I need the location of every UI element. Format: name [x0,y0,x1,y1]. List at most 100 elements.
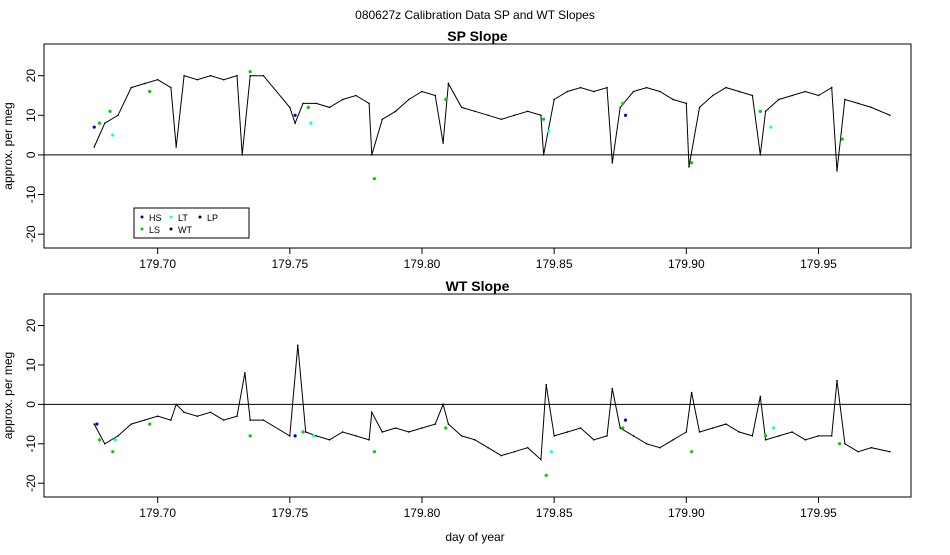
wt-point-wt [262,419,265,421]
legend-marker-hs [140,215,144,219]
wt-point-wt [442,403,444,406]
sp-point-wt [460,106,463,109]
sp-point-wt [542,154,545,156]
sp-point-wt [241,154,244,156]
sp-point-wt [196,78,199,81]
sp-point-wt [791,94,793,97]
sp-y-axis-label: approx. per meg [1,102,15,189]
sp-point-wt [688,165,690,168]
wt-point-ls [690,450,694,454]
wt-point-wt [222,419,225,421]
sp-point-wt [804,90,807,93]
sp-point-ls [758,109,762,113]
wt-point-wt [296,344,299,347]
sp-point-wt [725,86,727,89]
wt-point-wt [407,431,410,433]
wt-panel-title: WT Slope [446,278,510,294]
wt-point-wt [751,435,754,437]
wt-point-ls [764,434,768,438]
sp-point-hs [92,125,96,129]
wt-y-tick-label: -10 [24,435,38,453]
wt-x-tick-label: 179.75 [271,506,308,520]
sp-point-wt [143,82,146,85]
sp-point-wt [836,169,838,172]
x-axis-label: day of year [445,530,504,544]
sp-point-wt [540,114,542,117]
sp-point-wt [474,110,476,113]
wt-point-wt [368,439,370,441]
wt-point-wt [421,427,423,429]
wt-point-wt [672,439,674,441]
sp-point-wt [407,98,410,101]
sp-point-wt [447,82,450,85]
sp-point-wt [381,118,384,121]
wt-point-wt [156,415,159,417]
wt-point-wt [474,439,476,441]
wt-point-wt [659,446,661,449]
sp-point-ls [108,109,112,113]
sp-point-wt [421,90,423,93]
sp-plot-frame [43,43,912,249]
sp-point-wt [659,90,661,93]
wt-point-wt [183,411,185,414]
sp-x-tick-label: 179.75 [271,257,308,271]
wt-point-wt [304,431,307,433]
sp-point-wt [289,106,291,109]
wt-point-wt [341,431,344,433]
wt-point-wt [170,419,172,421]
sp-point-wt [870,106,873,109]
wt-point-wt [540,458,542,461]
wt-point-wt [611,387,614,390]
sp-point-ls [372,177,377,181]
sp-point-wt [593,90,595,93]
wt-point-wt [460,435,463,437]
wt-x-tick-label: 179.90 [668,506,705,520]
sp-point-wt [209,74,212,77]
wt-series-wt-line [93,345,891,461]
sp-point-wt [302,102,304,105]
wt-point-wt [289,435,291,437]
wt-point-wt [830,435,833,437]
wt-y-tick-label: 20 [24,319,38,333]
wt-point-ls [148,422,152,426]
sp-point-wt [611,162,614,164]
legend-label-lp: LP [207,213,218,223]
wt-point-wt [130,423,133,425]
wt-point-wt [487,446,489,449]
wt-point-ls [97,438,102,442]
wt-point-wt [889,450,891,453]
wt-point-wt [579,427,582,429]
sp-point-wt [315,102,318,105]
wt-point-wt [93,423,96,425]
wt-point-wt [500,454,503,457]
sp-point-wt [249,74,251,77]
sp-point-wt [500,118,503,121]
legend-label-lt: LT [178,213,188,223]
wt-point-wt [698,431,701,433]
wt-point-wt [711,427,714,429]
sp-panel-title: SP Slope [447,28,508,44]
wt-y-tick-label: 0 [24,401,38,408]
sp-point-wt [606,86,608,89]
wt-point-lt [549,450,554,454]
sp-point-wt [222,78,225,81]
sp-x-tick-label: 179.70 [139,257,176,271]
sp-point-wt [442,142,444,144]
sp-point-wt [370,154,373,156]
sp-point-wt [830,86,833,89]
sp-point-wt [764,110,767,113]
wt-point-wt [870,446,873,449]
wt-x-tick-label: 179.70 [139,506,176,520]
sp-point-wt [844,98,846,101]
wt-plot-frame [43,293,912,498]
wt-point-ls [444,426,448,430]
sp-point-wt [130,86,133,89]
sp-y-tick-label: 20 [24,69,38,83]
sp-point-wt [889,114,891,117]
sp-point-wt [738,90,740,93]
sp-point-wt [553,98,555,101]
wt-point-wt [328,439,331,441]
wt-point-wt [117,435,119,437]
wt-plot-area [93,344,891,477]
sp-point-wt [368,102,370,105]
